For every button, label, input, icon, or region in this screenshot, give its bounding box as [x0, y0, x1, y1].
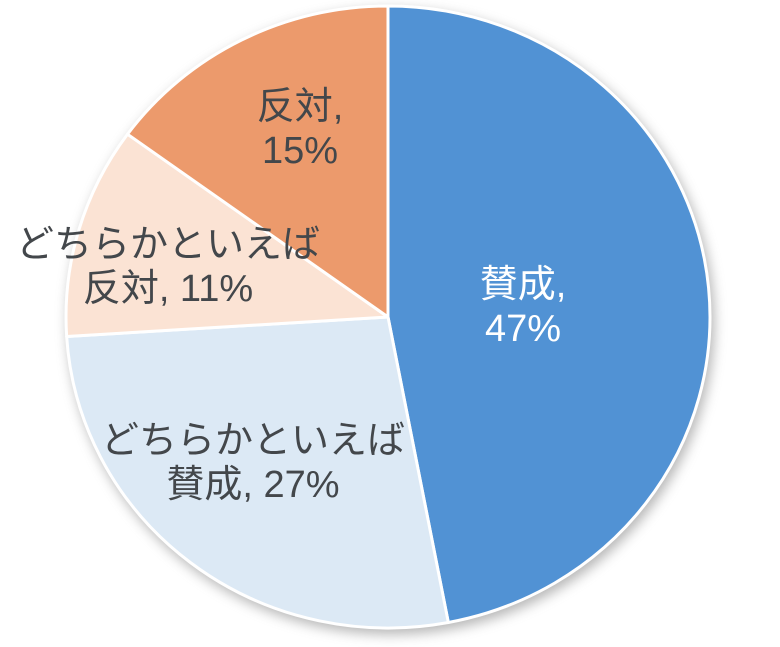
pie-slices-group — [64, 4, 712, 630]
pie-slice-label-1: どちらかといえば賛成, 27% — [101, 420, 405, 506]
pie-slice-1 — [65, 315, 450, 630]
pie-slice-0 — [386, 4, 712, 624]
pie-slice-2 — [64, 132, 390, 339]
pie-slice-3 — [126, 4, 390, 319]
pie-slice-label-2: どちらかといえば反対, 11% — [16, 224, 320, 310]
pie-slice-label-3: 反対, 15% — [257, 86, 344, 172]
pie-slice-label-0: 賛成, 47% — [480, 264, 567, 350]
pie-labels-group: 賛成, 47% どちらかといえば賛成, 27% どちらかといえば反対, 11% 反対, 1… — [16, 86, 566, 506]
